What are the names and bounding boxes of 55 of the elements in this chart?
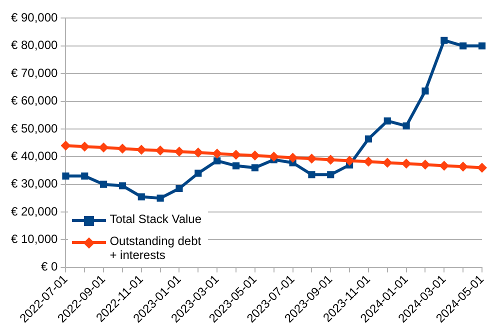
- point: [100, 180, 108, 188]
- point: [422, 87, 429, 95]
- point: [440, 36, 448, 44]
- legend-label: Total Stack Value: [110, 212, 202, 226]
- point: [401, 158, 412, 169]
- point: [60, 140, 71, 151]
- y-tick-label: € 10,000: [10, 232, 58, 246]
- point: [344, 156, 355, 166]
- point: [402, 122, 410, 130]
- point: [193, 148, 204, 158]
- point: [439, 160, 450, 171]
- point: [478, 42, 486, 50]
- y-tick-label: € 60,000: [10, 94, 58, 108]
- point: [384, 117, 391, 124]
- y-tick-label: € 70,000: [10, 66, 58, 80]
- point: [268, 152, 279, 162]
- y-tick-label: € 50,000: [10, 121, 58, 136]
- point: [250, 150, 260, 161]
- point: [81, 172, 88, 180]
- point: [232, 162, 240, 170]
- legend-label: Outstanding debt + interests: [110, 234, 202, 262]
- point: [308, 171, 316, 178]
- y-tick-label: € 0: [41, 260, 58, 274]
- point: [156, 194, 164, 202]
- point: [155, 146, 166, 156]
- point: [477, 162, 487, 173]
- point: [420, 160, 430, 170]
- point: [251, 164, 258, 172]
- point: [382, 158, 392, 168]
- point: [138, 193, 145, 200]
- point: [194, 170, 202, 177]
- point: [364, 135, 372, 142]
- point: [327, 171, 334, 178]
- y-tick-label: € 40,000: [10, 148, 58, 163]
- point: [288, 152, 298, 163]
- y-tick-label: € 80,000: [10, 38, 58, 52]
- point: [62, 172, 70, 180]
- point: [460, 42, 467, 50]
- point: [212, 148, 222, 159]
- point: [306, 154, 317, 164]
- point: [458, 162, 468, 172]
- point: [136, 144, 146, 155]
- y-tick-label: € 20,000: [10, 204, 58, 218]
- point: [214, 157, 221, 164]
- point: [363, 156, 374, 167]
- point: [231, 150, 242, 160]
- point: [326, 154, 336, 165]
- y-tick-label: € 30,000: [10, 176, 58, 191]
- y-tick-label: € 90,000: [10, 10, 58, 25]
- point: [174, 146, 184, 157]
- point: [118, 182, 126, 190]
- point: [98, 142, 109, 153]
- point: [80, 142, 90, 152]
- point: [117, 144, 128, 154]
- point: [176, 184, 183, 192]
